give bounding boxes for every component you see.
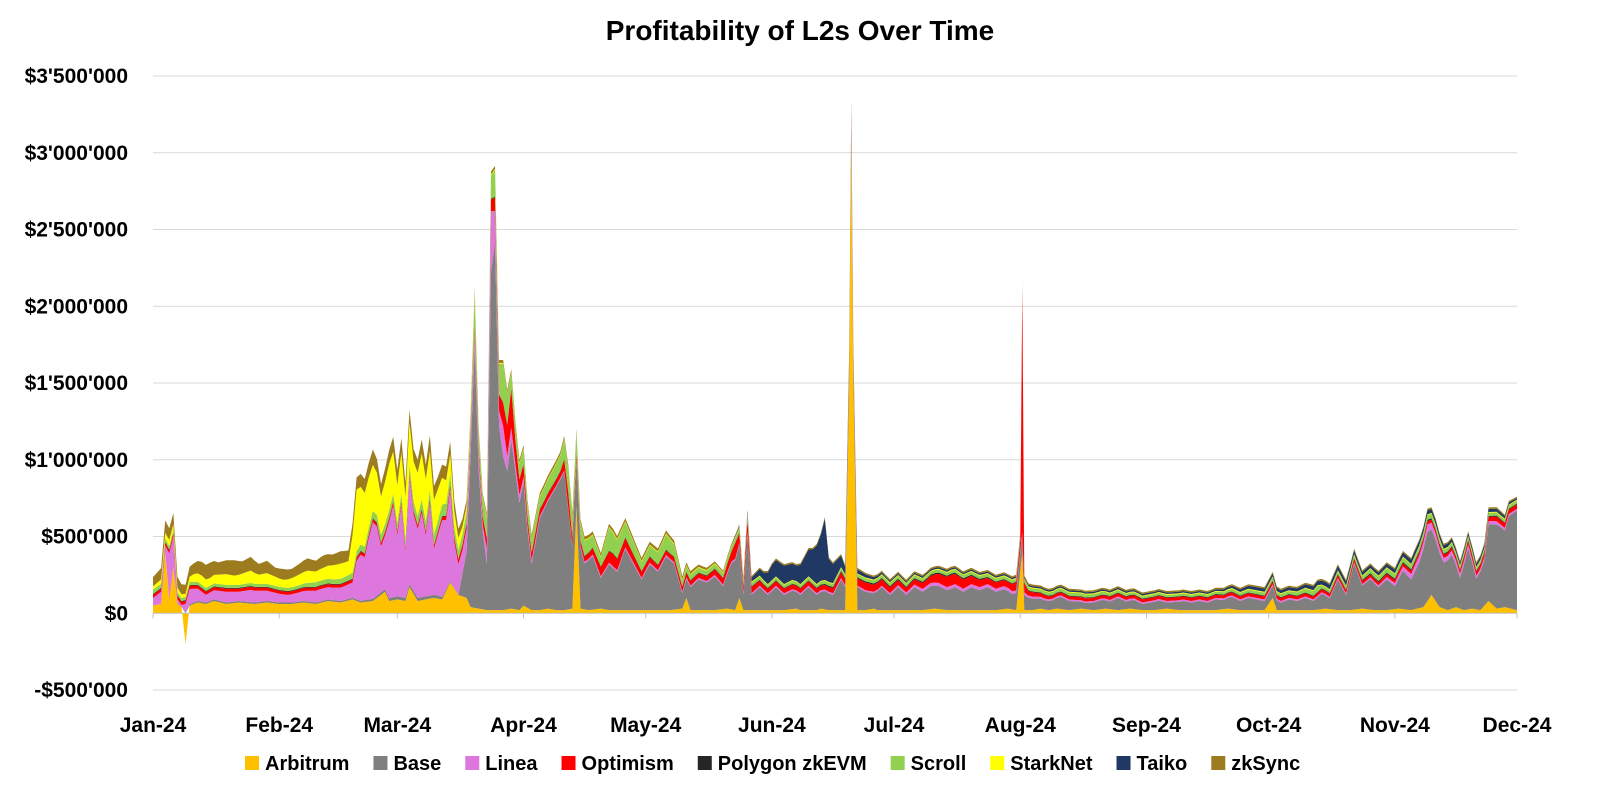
legend-item-starknet: StarkNet [990, 753, 1093, 775]
legend-swatch [1211, 756, 1226, 770]
stacked-areas [153, 100, 1517, 644]
y-tick-label: $1'000'000 [25, 449, 128, 472]
legend-swatch [890, 756, 905, 770]
x-tick-label: Dec-24 [1483, 714, 1552, 737]
y-tick-label: $3'500'000 [25, 65, 128, 88]
legend-item-arbitrum: Arbitrum [245, 753, 349, 775]
y-tick-label: $3'000'000 [25, 142, 128, 165]
legend-label: Taiko [1137, 753, 1188, 775]
x-tick-label: Sep-24 [1112, 714, 1181, 737]
legend-swatch [1116, 756, 1131, 770]
x-tick-label: Oct-24 [1236, 714, 1302, 737]
legend-label: StarkNet [1010, 753, 1093, 775]
legend-swatch [990, 756, 1005, 770]
legend-label: Linea [485, 753, 538, 775]
x-tick-label: May-24 [610, 714, 682, 737]
legend-item-scroll: Scroll [890, 753, 967, 775]
legend-item-optimism: Optimism [561, 753, 674, 775]
x-tick-label: Jan-24 [120, 714, 187, 737]
area-series-starknet [153, 106, 1517, 599]
legend-item-base: Base [373, 753, 441, 775]
legend-swatch [245, 756, 259, 770]
y-tick-label: $2'500'000 [25, 219, 128, 242]
x-tick-label: Aug-24 [985, 714, 1056, 737]
y-tick-label: $500'000 [41, 526, 128, 549]
area-series-base [153, 120, 1517, 614]
legend: Arbitrum Base Linea Optimism Polygon zkEVM Sc… [245, 753, 1300, 775]
legend-label: Scroll [911, 753, 967, 775]
legend-item-polygon-zkevm: Polygon zkEVM [697, 753, 867, 775]
legend-swatch [373, 756, 388, 770]
y-tick-label: $2'000'000 [25, 295, 128, 318]
legend-item-linea: Linea [465, 753, 538, 775]
legend-swatch [561, 756, 576, 770]
y-tick-label: -$500'000 [34, 679, 128, 702]
x-tick-label: Mar-24 [363, 714, 431, 737]
x-tick-label: Apr-24 [490, 714, 557, 737]
area-series-linea [153, 118, 1517, 613]
legend-label: Optimism [582, 753, 674, 775]
y-axis-ticks: $3'500'000 $3'000'000 $2'500'000 $2'000'000… [25, 65, 128, 702]
legend-item-taiko: Taiko [1116, 753, 1188, 775]
x-axis-ticks: Jan-24 Feb-24 Mar-24 Apr-24 May-24 Jun-24 Jul-… [120, 613, 1552, 737]
chart-title: Profitability of L2s Over Time [606, 15, 994, 46]
y-tick-label: $1'500'000 [25, 372, 128, 395]
x-tick-label: Jul-24 [864, 714, 925, 737]
legend-label: Arbitrum [265, 753, 349, 775]
legend-swatch [465, 756, 480, 770]
x-tick-label: Feb-24 [245, 714, 313, 737]
x-tick-label: Jun-24 [738, 714, 806, 737]
legend-label: Base [393, 753, 441, 775]
legend-label: Polygon zkEVM [718, 753, 867, 775]
x-tick-label: Nov-24 [1360, 714, 1430, 737]
legend-label: zkSync [1231, 753, 1300, 775]
legend-item-zksync: zkSync [1211, 753, 1300, 775]
legend-swatch [697, 756, 712, 770]
y-tick-label: $0 [105, 602, 128, 625]
